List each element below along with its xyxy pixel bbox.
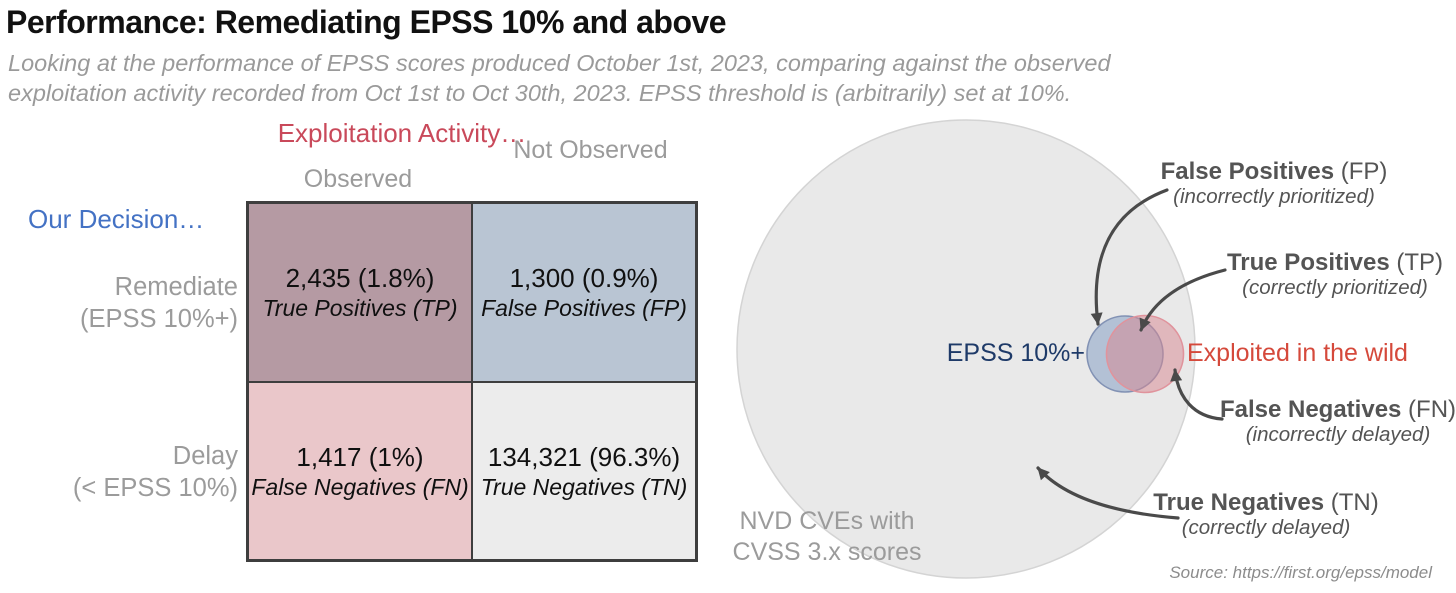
universe-label-line-2: CVSS 3.x scores xyxy=(732,538,922,566)
column-label-not-observed: Not Observed xyxy=(513,136,668,164)
fn-value: 1,417 (1%) xyxy=(296,441,424,472)
annotation-tn-abbr: (TN) xyxy=(1324,489,1379,516)
annotation-tn-title-bold: True Negatives xyxy=(1153,489,1325,516)
annotation-false-negatives: False Negatives (FN) (incorrectly delaye… xyxy=(1178,396,1456,447)
page-title: Performance: Remediating EPSS 10% and ab… xyxy=(6,4,727,40)
arrow-false-negatives xyxy=(1170,368,1224,421)
annotation-tp-title-bold: True Positives xyxy=(1226,249,1390,276)
annotation-fn-title-bold: False Negatives xyxy=(1219,396,1402,423)
annotation-false-positives: False Positives (FP) (incorrectly priori… xyxy=(1114,158,1434,209)
tp-value: 2,435 (1.8%) xyxy=(285,263,435,294)
fp-value: 1,300 (0.9%) xyxy=(509,263,659,294)
arrow-true-positives xyxy=(1139,268,1227,332)
annotation-fn-subtitle: (incorrectly delayed) xyxy=(1245,423,1431,446)
row-label-remediate: Remediate (EPSS 10%+) xyxy=(0,271,238,335)
annotation-tn-subtitle: (correctly delayed) xyxy=(1181,516,1351,539)
fn-label: False Negatives (FN) xyxy=(251,473,469,500)
row-label-remediate-main: Remediate xyxy=(114,273,238,301)
matrix-cell-true-positives: 2,435 (1.8%) True Positives (TP) xyxy=(248,203,472,382)
arrow-false-positives xyxy=(1090,188,1169,326)
annotation-fp-subtitle: (incorrectly prioritized) xyxy=(1173,185,1375,208)
universe-label-line-1: NVD CVEs with xyxy=(739,507,915,535)
row-label-delay-sub: (< EPSS 10%) xyxy=(72,474,238,502)
subtitle-line-1: Looking at the performance of EPSS score… xyxy=(8,50,1111,76)
column-label-observed: Observed xyxy=(303,165,413,193)
tn-label: True Negatives (TN) xyxy=(480,473,688,500)
page-subtitle: Looking at the performance of EPSS score… xyxy=(8,48,1111,108)
annotation-fn-title: False Negatives (FN) xyxy=(1178,396,1456,423)
row-axis-label-our-decision: Our Decision… xyxy=(28,204,205,234)
matrix-cell-true-negatives: 134,321 (96.3%) True Negatives (TN) xyxy=(472,381,696,560)
matrix-cell-false-negatives: 1,417 (1%) False Negatives (FN) xyxy=(248,381,472,560)
annotation-true-positives: True Positives (TP) (correctly prioritiz… xyxy=(1175,249,1456,300)
universe-circle-label: NVD CVEs with CVSS 3.x scores xyxy=(727,506,927,568)
universe-circle-nvd-cves xyxy=(736,119,1196,579)
annotation-tp-subtitle: (correctly prioritized) xyxy=(1242,276,1428,299)
annotation-tp-abbr: (TP) xyxy=(1389,249,1444,276)
tp-label: True Positives (TP) xyxy=(262,295,458,322)
matrix-cell-false-positives: 1,300 (0.9%) False Positives (FP) xyxy=(472,203,696,382)
row-label-remediate-sub: (EPSS 10%+) xyxy=(79,305,238,333)
row-label-delay-main: Delay xyxy=(172,442,238,470)
annotation-tp-title: True Positives (TP) xyxy=(1175,249,1456,276)
epss-circle-label: EPSS 10%+ xyxy=(946,339,1085,367)
annotation-fp-title: False Positives (FP) xyxy=(1114,158,1434,185)
confusion-matrix: 2,435 (1.8%) True Positives (TP) 1,300 (… xyxy=(246,201,698,562)
exploited-circle xyxy=(1105,314,1185,394)
subtitle-line-2: exploitation activity recorded from Oct … xyxy=(8,80,1072,106)
column-axis-label-exploitation-activity: Exploitation Activity… xyxy=(277,118,527,148)
exploited-circle-label: Exploited in the wild xyxy=(1187,339,1408,367)
arrow-true-negatives xyxy=(1036,466,1180,520)
annotation-fp-title-bold: False Positives xyxy=(1160,158,1335,185)
annotation-fn-abbr: (FN) xyxy=(1401,396,1456,423)
row-label-delay: Delay (< EPSS 10%) xyxy=(0,440,238,504)
fp-label: False Positives (FP) xyxy=(481,295,687,322)
annotation-true-negatives: True Negatives (TN) (correctly delayed) xyxy=(1106,489,1426,540)
annotation-fp-abbr: (FP) xyxy=(1334,158,1388,185)
annotation-tn-title: True Negatives (TN) xyxy=(1106,489,1426,516)
tn-value: 134,321 (96.3%) xyxy=(487,441,681,472)
source-citation: Source: https://first.org/epss/model xyxy=(1169,563,1432,582)
